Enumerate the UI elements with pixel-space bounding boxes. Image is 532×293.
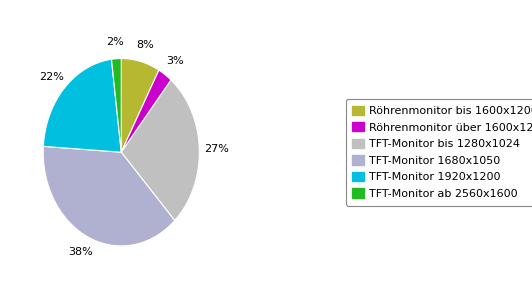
Polygon shape	[112, 59, 121, 152]
Text: 8%: 8%	[136, 40, 154, 50]
Polygon shape	[121, 59, 159, 152]
Text: 27%: 27%	[204, 144, 229, 154]
Text: 38%: 38%	[68, 247, 93, 257]
Polygon shape	[43, 59, 121, 152]
Text: 22%: 22%	[39, 71, 64, 81]
Text: 3%: 3%	[166, 56, 184, 66]
Polygon shape	[43, 146, 174, 246]
Polygon shape	[121, 70, 171, 152]
Text: 2%: 2%	[106, 37, 124, 47]
Polygon shape	[121, 80, 200, 221]
Legend: Röhrenmonitor bis 1600x1200, Röhrenmonitor über 1600x1200, TFT-Monitor bis 1280x: Röhrenmonitor bis 1600x1200, Röhrenmonit…	[346, 99, 532, 205]
